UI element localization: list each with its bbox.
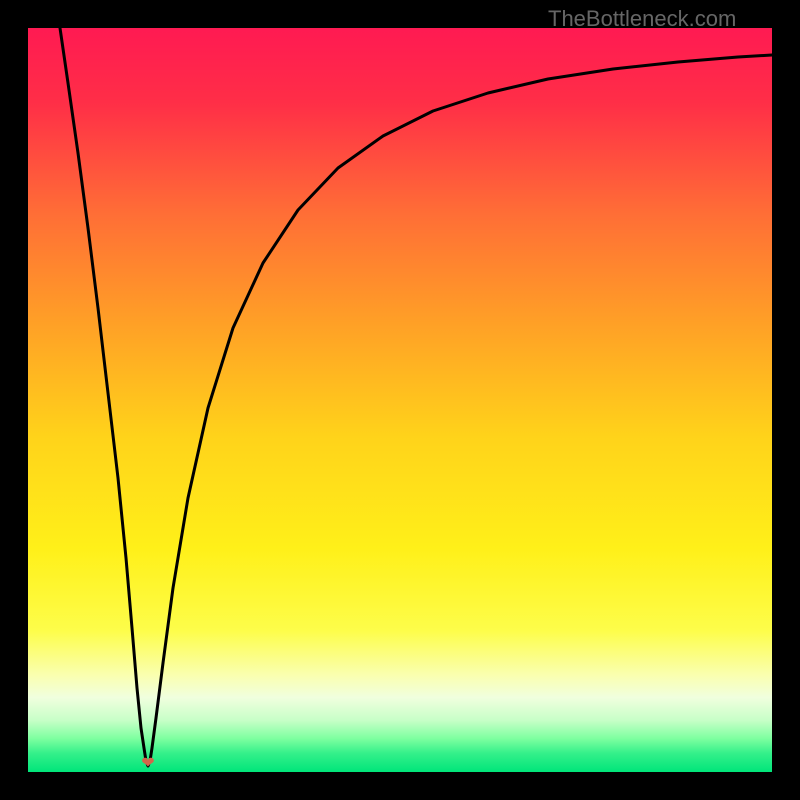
chart-container: { "watermark": { "text": "TheBottleneck.… [0, 0, 800, 800]
watermark-text: TheBottleneck.com [548, 6, 736, 32]
plot-area: ❤ [28, 28, 772, 772]
bottleneck-curve [60, 28, 772, 766]
heart-marker: ❤ [141, 756, 154, 772]
curve-svg [28, 28, 772, 772]
